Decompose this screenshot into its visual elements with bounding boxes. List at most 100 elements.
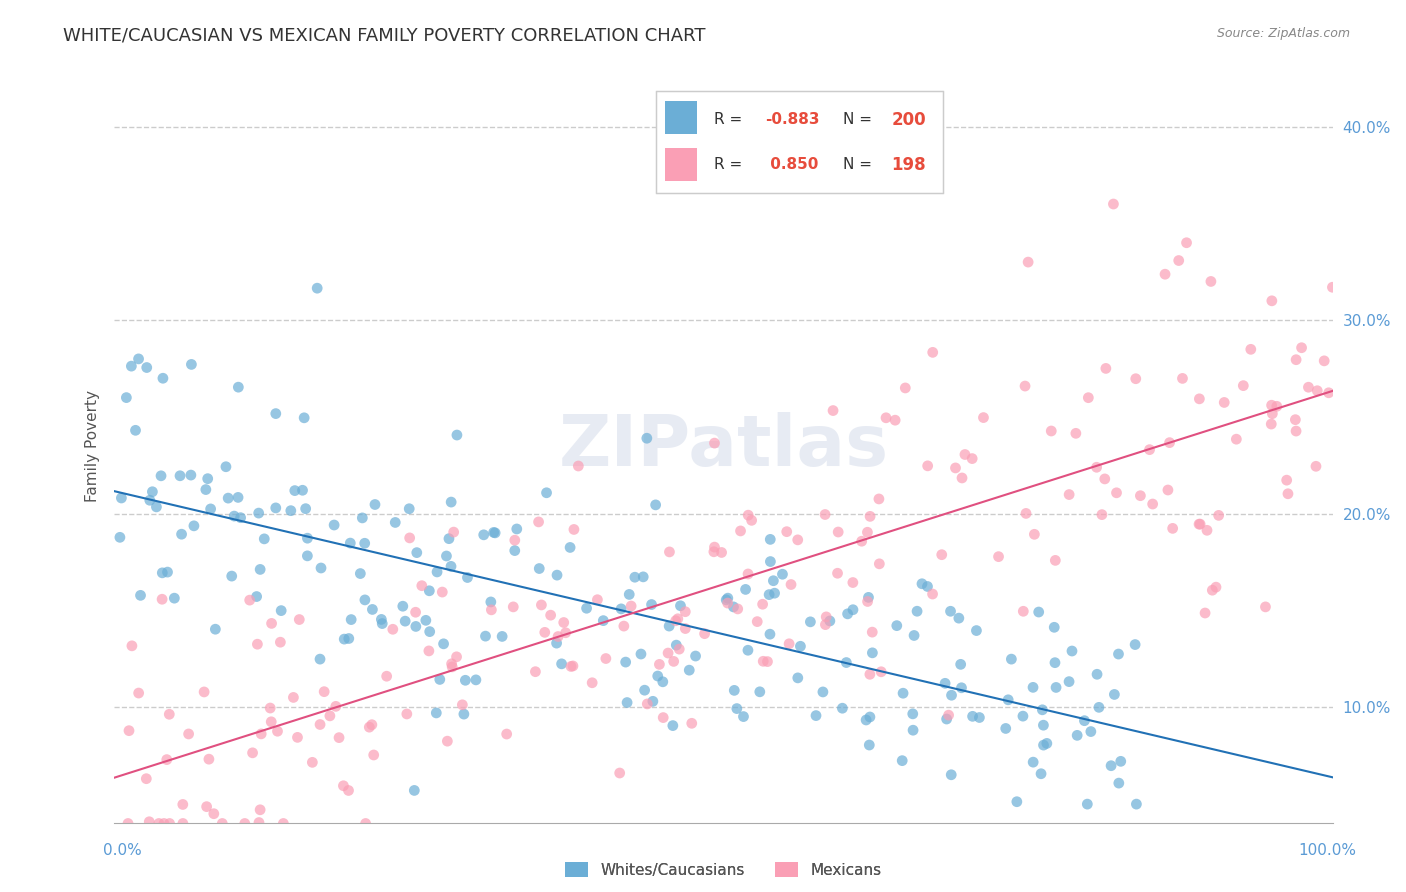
Point [121,639,143,653]
Point [157,707,180,722]
Point [287,731,309,745]
Point [717,596,740,610]
Point [1043,656,1066,670]
Point [1040,424,1063,438]
Point [901,723,924,738]
Point [1305,459,1327,474]
Point [1167,253,1189,268]
Point [554,625,576,640]
Point [135,772,157,786]
Point [253,532,276,546]
Point [891,754,914,768]
Point [647,669,669,683]
Point [398,501,420,516]
Point [972,410,994,425]
Point [239,593,262,607]
Point [283,690,305,705]
Point [250,727,273,741]
Point [759,533,782,547]
Point [1095,361,1118,376]
Point [716,592,738,607]
Point [640,598,662,612]
Point [1060,644,1083,658]
Point [200,502,222,516]
Point [1091,508,1114,522]
Point [835,656,858,670]
Point [609,766,631,780]
Point [703,540,725,554]
Point [1105,485,1128,500]
Point [246,590,269,604]
Point [562,523,585,537]
Point [1066,728,1088,742]
Point [454,673,477,688]
Point [962,709,984,723]
Text: Source: ZipAtlas.com: Source: ZipAtlas.com [1216,27,1350,40]
Point [436,549,458,563]
Point [657,646,679,660]
Point [354,593,377,607]
Point [309,561,332,575]
Point [759,555,782,569]
Point [446,649,468,664]
Point [710,545,733,559]
Point [725,701,748,715]
Point [1109,755,1132,769]
Point [786,671,808,685]
Point [371,616,394,631]
Point [953,448,976,462]
Point [425,706,447,720]
Point [115,391,138,405]
Point [851,534,873,549]
Point [855,713,877,727]
Point [194,483,217,497]
Point [921,587,943,601]
Point [666,612,689,626]
Point [859,710,882,724]
Point [1102,197,1125,211]
Point [668,642,690,657]
Point [1298,380,1320,394]
Point [163,591,186,606]
Point [859,667,882,681]
Point [772,567,794,582]
Point [811,685,834,699]
Point [748,685,770,699]
Point [917,458,939,473]
Point [288,613,311,627]
Point [221,569,243,583]
Point [249,562,271,576]
Point [1104,688,1126,702]
Point [1064,426,1087,441]
Point [337,632,360,646]
Point [1277,487,1299,501]
Point [418,583,440,598]
Point [934,676,956,690]
Point [340,613,363,627]
Point [759,627,782,641]
Point [780,577,803,591]
Point [247,815,270,830]
Point [905,604,928,618]
Point [1291,341,1313,355]
Point [1260,417,1282,431]
Point [436,734,458,748]
Point [426,565,449,579]
Point [363,747,385,762]
Point [474,629,496,643]
Point [1161,521,1184,535]
Point [309,717,332,731]
Point [737,508,759,523]
Point [903,628,925,642]
Point [901,706,924,721]
Point [1175,235,1198,250]
Point [586,592,609,607]
Point [693,626,716,640]
Point [394,614,416,628]
Point [307,281,329,295]
Point [648,657,671,672]
Point [894,381,917,395]
Point [1232,378,1254,392]
Point [804,708,827,723]
Point [202,806,225,821]
